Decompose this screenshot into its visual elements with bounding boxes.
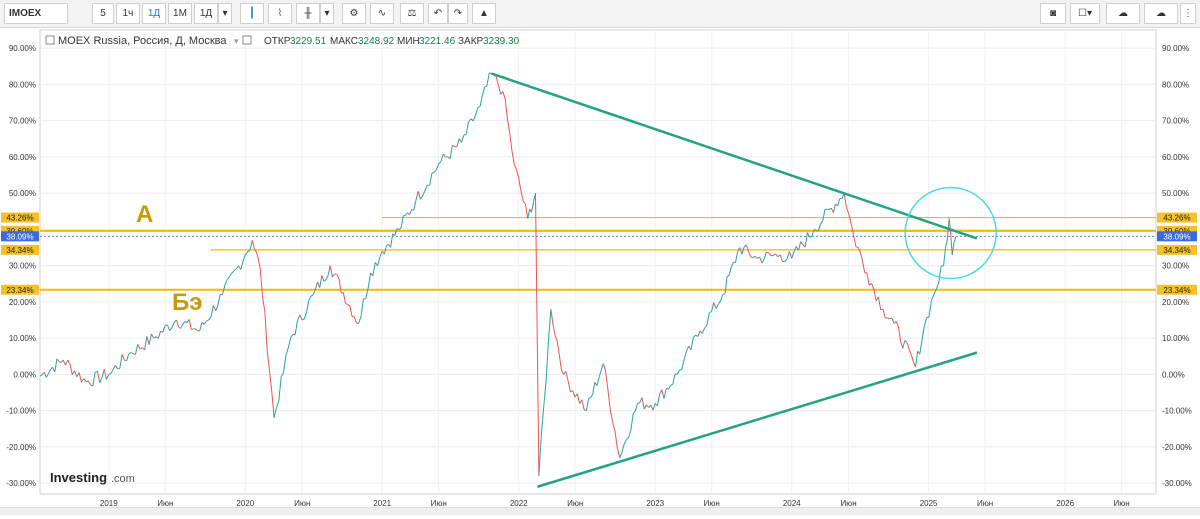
price-segment [403,215,405,216]
y-tick-label-right: 90.00% [1162,44,1189,53]
instrument-name: MOEX Russia, Россия, Д, Москва [58,35,227,47]
line-chart-icon[interactable]: ⌇ [268,3,292,24]
level-badge-right-label: 34.34% [1163,246,1190,255]
y-tick-label-left: 30.00% [9,262,36,271]
close-value: 3239.30 [483,36,520,47]
cloud-download-icon[interactable]: ☁ [1106,3,1140,24]
y-tick-label-left: -20.00% [6,443,36,452]
interval-1h-button[interactable]: 1ч [116,3,140,24]
collapse-icon[interactable] [46,36,54,44]
y-tick-label-left: -30.00% [6,479,36,488]
y-tick-label-left: 20.00% [9,298,36,307]
high-label: МАКС [330,36,358,47]
level-badge-left-label: 34.34% [6,246,33,255]
y-tick-label-right: 70.00% [1162,117,1189,126]
symbol-input[interactable]: IMOEX [4,3,68,24]
bar-chart-icon[interactable]: ╫ [296,3,320,24]
price-segment [191,329,193,330]
candles-icon[interactable]: ┃ [240,3,264,24]
chart-header: MOEX Russia, Россия, Д, Москва ▾ ОТКР 32… [46,35,520,47]
high-value: 3248.92 [358,36,395,47]
scales-icon[interactable]: ⚖ [400,3,424,24]
alert-icon[interactable]: ▲ [472,3,496,24]
y-tick-label-right: -30.00% [1162,479,1192,488]
y-tick-label-left: -10.00% [6,407,36,416]
y-tick-label-right: 30.00% [1162,262,1189,271]
y-tick-label-left: 80.00% [9,80,36,89]
y-tick-label-left: 90.00% [9,44,36,53]
y-tick-label-right: 80.00% [1162,80,1189,89]
annotation-a[interactable]: А [136,201,153,228]
price-segment [118,368,120,369]
y-tick-label-left: 60.00% [9,153,36,162]
chart-area[interactable]: 90.00%80.00%70.00%60.00%50.00%40.00%30.0… [0,28,1200,514]
current-price-badge-right-label: 38.09% [1163,232,1190,241]
settings-box-icon[interactable] [243,36,251,44]
annotation-b[interactable]: Бэ [172,289,203,316]
redo-icon[interactable]: ↷ [448,3,468,24]
camera-icon[interactable]: ◙ [1040,3,1066,24]
level-badge-right-label: 43.26% [1163,214,1190,223]
investing-logo: Investing .com [50,470,135,485]
chart-type-dropdown-icon[interactable]: ▾ [320,3,334,24]
close-label: ЗАКР [458,36,484,47]
low-label: МИН [397,36,420,47]
interval-dropdown-icon[interactable]: ▾ [218,3,232,24]
y-axis-left: 90.00%80.00%70.00%60.00%50.00%40.00%30.0… [6,44,36,488]
y-tick-label-left: 70.00% [9,117,36,126]
y-tick-label-left: 10.00% [9,334,36,343]
level-badge-right-label: 23.34% [1163,286,1190,295]
price-chart[interactable]: 90.00%80.00%70.00%60.00%50.00%40.00%30.0… [0,28,1200,514]
price-segment [446,157,448,158]
price-segment [489,73,491,74]
header-dropdown-icon[interactable]: ▾ [234,36,239,46]
price-segment [856,247,858,248]
gear-icon[interactable]: ⚙ [342,3,366,24]
y-tick-label-right: -20.00% [1162,443,1192,452]
indicators-icon[interactable]: ∿ [370,3,394,24]
logo-text: Investing [50,470,107,485]
interval-1d-button[interactable]: 1Д [142,3,166,24]
y-tick-label-right: 50.00% [1162,189,1189,198]
interval-custom-button[interactable]: 1Д [194,3,218,24]
y-tick-label-left: 50.00% [9,189,36,198]
open-label: ОТКР [264,36,291,47]
price-segment [363,298,365,299]
y-axis-right: 90.00%80.00%70.00%60.00%50.00%40.00%30.0… [1162,44,1192,488]
y-tick-label-right: 60.00% [1162,153,1189,162]
y-tick-label-left: 0.00% [13,370,36,379]
undo-icon[interactable]: ↶ [428,3,448,24]
logo-suffix: .com [111,473,135,485]
interval-1m-button[interactable]: 1М [168,3,192,24]
y-tick-label-right: 10.00% [1162,334,1189,343]
level-badge-left-label: 23.34% [6,286,33,295]
price-segment [680,370,682,371]
open-value: 3229.51 [290,36,327,47]
y-tick-label-right: 20.00% [1162,298,1189,307]
interval-5-button[interactable]: 5 [92,3,114,24]
y-tick-label-right: 0.00% [1162,370,1185,379]
layout-icon[interactable]: ☐▾ [1070,3,1100,24]
plot-frame [40,30,1156,494]
toolbar: IMOEX 5 1ч 1Д 1М 1Д ▾ ┃ ⌇ ╫ ▾ ⚙ ∿ ⚖ ↶ ↷ … [0,0,1200,28]
level-badge-left-label: 43.26% [6,214,33,223]
cloud-upload-icon[interactable]: ☁ [1144,3,1178,24]
y-tick-label-right: -10.00% [1162,407,1192,416]
low-value: 3221.46 [419,36,456,47]
current-price-badge-left-label: 38.09% [6,232,33,241]
more-options-icon[interactable]: ⋮ [1180,3,1196,24]
